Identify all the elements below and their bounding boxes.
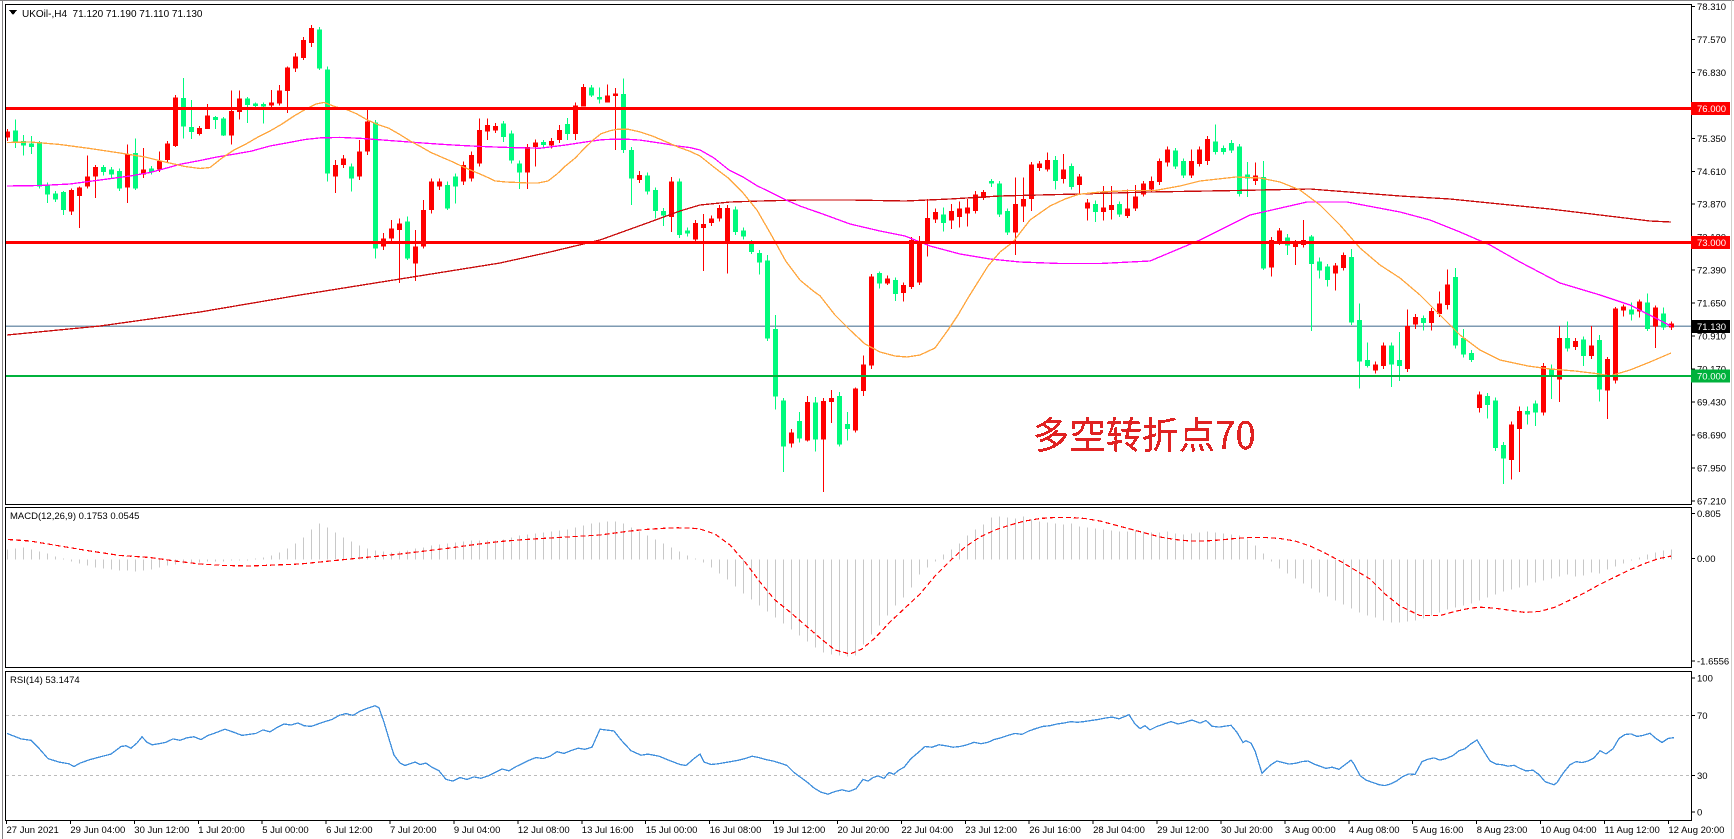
svg-text:MACD(12,26,9) 0.1753 0.0545: MACD(12,26,9) 0.1753 0.0545 <box>10 511 139 522</box>
svg-text:30: 30 <box>1697 771 1708 782</box>
svg-text:UKOil-,H4 71.120 71.190 71.11: UKOil-,H4 71.120 71.190 71.110 71.130 <box>22 9 203 20</box>
svg-text:77.570: 77.570 <box>1697 35 1726 46</box>
svg-text:27 Jun 2021: 27 Jun 2021 <box>7 825 59 836</box>
svg-text:30 Jun 12:00: 30 Jun 12:00 <box>134 825 189 836</box>
svg-text:23 Jul 12:00: 23 Jul 12:00 <box>965 825 1017 836</box>
svg-text:68.690: 68.690 <box>1697 430 1726 441</box>
svg-text:71.130: 71.130 <box>1697 322 1726 333</box>
svg-text:13 Jul 16:00: 13 Jul 16:00 <box>582 825 634 836</box>
svg-text:76.000: 76.000 <box>1697 104 1726 115</box>
svg-text:20 Jul 20:00: 20 Jul 20:00 <box>838 825 890 836</box>
svg-text:16 Jul 08:00: 16 Jul 08:00 <box>710 825 762 836</box>
svg-text:73.000: 73.000 <box>1697 238 1726 249</box>
svg-text:10 Aug 04:00: 10 Aug 04:00 <box>1541 825 1597 836</box>
svg-text:67.950: 67.950 <box>1697 463 1726 474</box>
svg-text:-1.6556: -1.6556 <box>1697 657 1729 668</box>
svg-text:78.310: 78.310 <box>1697 2 1726 13</box>
svg-text:70.000: 70.000 <box>1697 372 1726 383</box>
svg-text:4 Aug 08:00: 4 Aug 08:00 <box>1349 825 1400 836</box>
svg-text:22 Jul 04:00: 22 Jul 04:00 <box>901 825 953 836</box>
svg-text:29 Jun 04:00: 29 Jun 04:00 <box>70 825 125 836</box>
svg-text:73.870: 73.870 <box>1697 200 1726 211</box>
svg-text:0.805: 0.805 <box>1697 509 1721 520</box>
svg-text:5 Aug 16:00: 5 Aug 16:00 <box>1413 825 1464 836</box>
svg-text:3 Aug 00:00: 3 Aug 00:00 <box>1285 825 1336 836</box>
svg-text:28 Jul 04:00: 28 Jul 04:00 <box>1093 825 1145 836</box>
svg-text:70: 70 <box>1697 711 1708 722</box>
svg-text:0: 0 <box>1697 807 1702 818</box>
svg-text:76.830: 76.830 <box>1697 68 1726 79</box>
svg-text:71.650: 71.650 <box>1697 299 1726 310</box>
svg-text:72.390: 72.390 <box>1697 266 1726 277</box>
svg-text:9 Jul 04:00: 9 Jul 04:00 <box>454 825 500 836</box>
svg-text:7 Jul 20:00: 7 Jul 20:00 <box>390 825 436 836</box>
svg-text:0.00: 0.00 <box>1697 554 1716 565</box>
svg-text:30 Jul 20:00: 30 Jul 20:00 <box>1221 825 1273 836</box>
svg-text:67.210: 67.210 <box>1697 496 1726 507</box>
svg-text:19 Jul 12:00: 19 Jul 12:00 <box>774 825 826 836</box>
svg-text:12 Jul 08:00: 12 Jul 08:00 <box>518 825 570 836</box>
svg-text:6 Jul 12:00: 6 Jul 12:00 <box>326 825 372 836</box>
svg-text:15 Jul 00:00: 15 Jul 00:00 <box>646 825 698 836</box>
svg-text:74.610: 74.610 <box>1697 167 1726 178</box>
svg-text:8 Aug 23:00: 8 Aug 23:00 <box>1477 825 1528 836</box>
svg-text:12 Aug 20:00: 12 Aug 20:00 <box>1668 825 1724 836</box>
svg-text:5 Jul 00:00: 5 Jul 00:00 <box>262 825 308 836</box>
svg-text:100: 100 <box>1697 674 1713 685</box>
svg-text:69.430: 69.430 <box>1697 397 1726 408</box>
svg-text:75.350: 75.350 <box>1697 134 1726 145</box>
svg-text:RSI(14) 53.1474: RSI(14) 53.1474 <box>10 675 80 686</box>
svg-text:70.910: 70.910 <box>1697 332 1726 343</box>
svg-text:29 Jul 12:00: 29 Jul 12:00 <box>1157 825 1209 836</box>
svg-text:1 Jul 20:00: 1 Jul 20:00 <box>198 825 244 836</box>
svg-text:11 Aug 12:00: 11 Aug 12:00 <box>1605 825 1660 836</box>
svg-text:26 Jul 16:00: 26 Jul 16:00 <box>1029 825 1081 836</box>
